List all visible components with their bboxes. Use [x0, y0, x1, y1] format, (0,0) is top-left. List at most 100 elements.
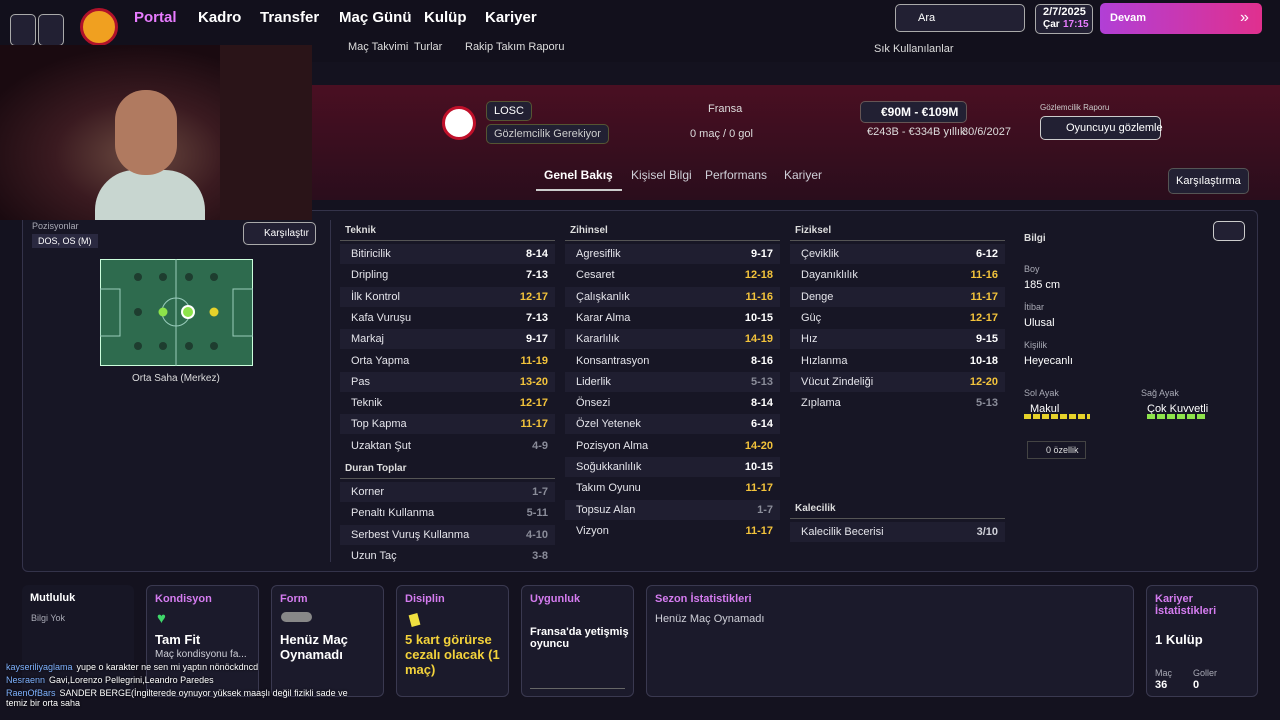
attribute-row: [565, 286, 780, 307]
positions-label: Pozisyonlar: [32, 221, 79, 231]
attribute-row: [340, 329, 555, 350]
pitch-spots: [134, 273, 218, 350]
attribute-value: 14-20: [744, 439, 773, 452]
group-rule: [790, 240, 1005, 241]
tab[interactable]: Kişisel Bilgi: [631, 168, 692, 182]
attribute-row: [790, 350, 1005, 371]
card-title: Sezon İstatistikleri: [655, 593, 752, 605]
attribute-value: 4-9: [532, 439, 548, 452]
apps: 0 maç / 0 gol: [690, 128, 753, 140]
attribute-row: [340, 307, 555, 328]
attribute-name: Dripling: [351, 269, 389, 282]
attribute-value: 7-13: [525, 269, 548, 282]
time: 17:15: [1063, 19, 1089, 30]
compare-button[interactable]: Karşılaştır: [243, 222, 317, 245]
tab[interactable]: Kariyer: [784, 168, 823, 182]
attribute-value: 9-15: [975, 333, 998, 346]
attribute-row: [340, 482, 555, 502]
card-title: Uygunluk: [530, 593, 581, 605]
info-button[interactable]: [1213, 221, 1245, 241]
career-card: Kariyer İstatistikleri 1 Kulüp Maç 36 Goller…: [1146, 585, 1258, 697]
group-rule: [565, 240, 780, 241]
attribute-name: Vücut Zindeliği: [801, 375, 874, 388]
attribute-name: Takım Oyunu: [576, 482, 641, 495]
position-spot: [209, 307, 219, 317]
info-label: Boy: [1024, 264, 1040, 274]
attribute-value: 4-10: [525, 528, 548, 541]
compare-tab[interactable]: Karşılaştırma: [1168, 168, 1249, 194]
group-title: Duran Toplar: [345, 463, 407, 474]
nav-item[interactable]: Transfer: [260, 9, 320, 26]
attribute-value: 12-17: [969, 311, 998, 324]
attribute-value: 11-16: [745, 290, 773, 303]
attribute-row: [565, 329, 780, 350]
attribute-row: [340, 265, 555, 286]
club[interactable]: LOSC: [486, 101, 532, 121]
search[interactable]: Ara: [918, 12, 936, 24]
attribute-row: [340, 414, 555, 435]
attribute-row: [790, 329, 1005, 350]
chat-user: kayseriliyaglama: [6, 662, 73, 672]
group-title: Teknik: [345, 225, 376, 236]
traits[interactable]: 0 özellik: [1027, 441, 1086, 459]
card-title: Kondisyon: [155, 593, 212, 605]
report-button[interactable]: Oyuncuyu gözlemle: [1040, 116, 1163, 140]
attribute-name: Agresiflik: [576, 248, 621, 260]
date-box: [1035, 4, 1093, 34]
subnav-item[interactable]: Rakip Takım Raporu: [465, 41, 565, 53]
attribute-name: Çalışkanlık: [576, 290, 630, 303]
attribute-name: Markaj: [351, 333, 385, 346]
continue-label[interactable]: Devam: [1110, 12, 1147, 24]
attribute-value: 14-19: [744, 333, 773, 346]
card-main: Fransa'da yetişmiş oyuncu: [530, 626, 629, 650]
happiness-card: Mutluluk Bilgi Yok: [22, 585, 134, 697]
chat-text: SANDER BERGE(İngilterede oynuyor yüksek …: [6, 688, 348, 708]
attribute-value: 1-7: [757, 503, 773, 516]
attribute-row: [565, 499, 780, 520]
back-button[interactable]: [10, 14, 36, 46]
attribute-name: Bitiricilik: [351, 248, 391, 260]
nav-item[interactable]: Maç Günü: [339, 9, 412, 26]
nav-item[interactable]: Kulüp: [424, 9, 467, 26]
right-foot-bar: [1147, 414, 1207, 419]
attribute-name: Hız: [801, 333, 818, 346]
attribute-name: Uzun Taç: [351, 549, 397, 562]
nav-item[interactable]: Kariyer: [485, 9, 537, 26]
chat-line: kayseriliyaglama yupe o karakter ne sen m…: [6, 662, 356, 672]
continue-button[interactable]: [1100, 3, 1262, 34]
info-value: Heyecanlı: [1024, 355, 1073, 367]
nav-item[interactable]: Kadro: [198, 9, 242, 26]
card-main: 5 kart görürse cezalı olacak (1 maç): [405, 632, 500, 677]
forward-button[interactable]: [38, 14, 64, 46]
chat-line: Nesraenn Gavi,Lorenzo Pellegrini,Leandro …: [6, 675, 356, 685]
attribute-row: [340, 545, 555, 566]
attribute-name: Çeviklik: [801, 248, 839, 260]
subnav-item[interactable]: Turlar: [414, 41, 443, 53]
group-title: Zihinsel: [570, 225, 608, 236]
info-label: İtibar: [1024, 302, 1045, 312]
nav-item[interactable]: Portal: [134, 9, 177, 26]
subnav-item[interactable]: Maç Takvimi: [348, 41, 409, 53]
attribute-name: Konsantrasyon: [576, 354, 650, 367]
attribute-name: İlk Kontrol: [351, 290, 400, 303]
position-spot-main: [181, 305, 195, 319]
card-title: Form: [280, 593, 308, 605]
contract: 30/6/2027: [962, 126, 1011, 138]
tab[interactable]: Genel Bakış: [544, 168, 613, 182]
card-title: Disiplin: [405, 593, 445, 605]
tab[interactable]: Performans: [705, 168, 768, 182]
attribute-value: 10-15: [744, 461, 773, 473]
info-value: Ulusal: [1024, 317, 1055, 329]
value: €90M - €109M: [860, 101, 968, 123]
eligibility-card: Uygunluk Fransa'da yetişmiş oyuncu: [521, 585, 634, 697]
favorites[interactable]: Sık Kullanılanlar: [874, 43, 954, 55]
attribute-value: 6-12: [975, 248, 998, 260]
divider: [330, 220, 331, 562]
attribute-row: [790, 265, 1005, 286]
pitch: [100, 259, 253, 366]
card-main: Tam Fit: [155, 632, 201, 647]
attribute-name: Orta Yapma: [351, 354, 410, 367]
card-main: 1 Kulüp: [1155, 632, 1203, 647]
attribute-row: [340, 350, 555, 371]
attribute-row: [340, 503, 555, 524]
